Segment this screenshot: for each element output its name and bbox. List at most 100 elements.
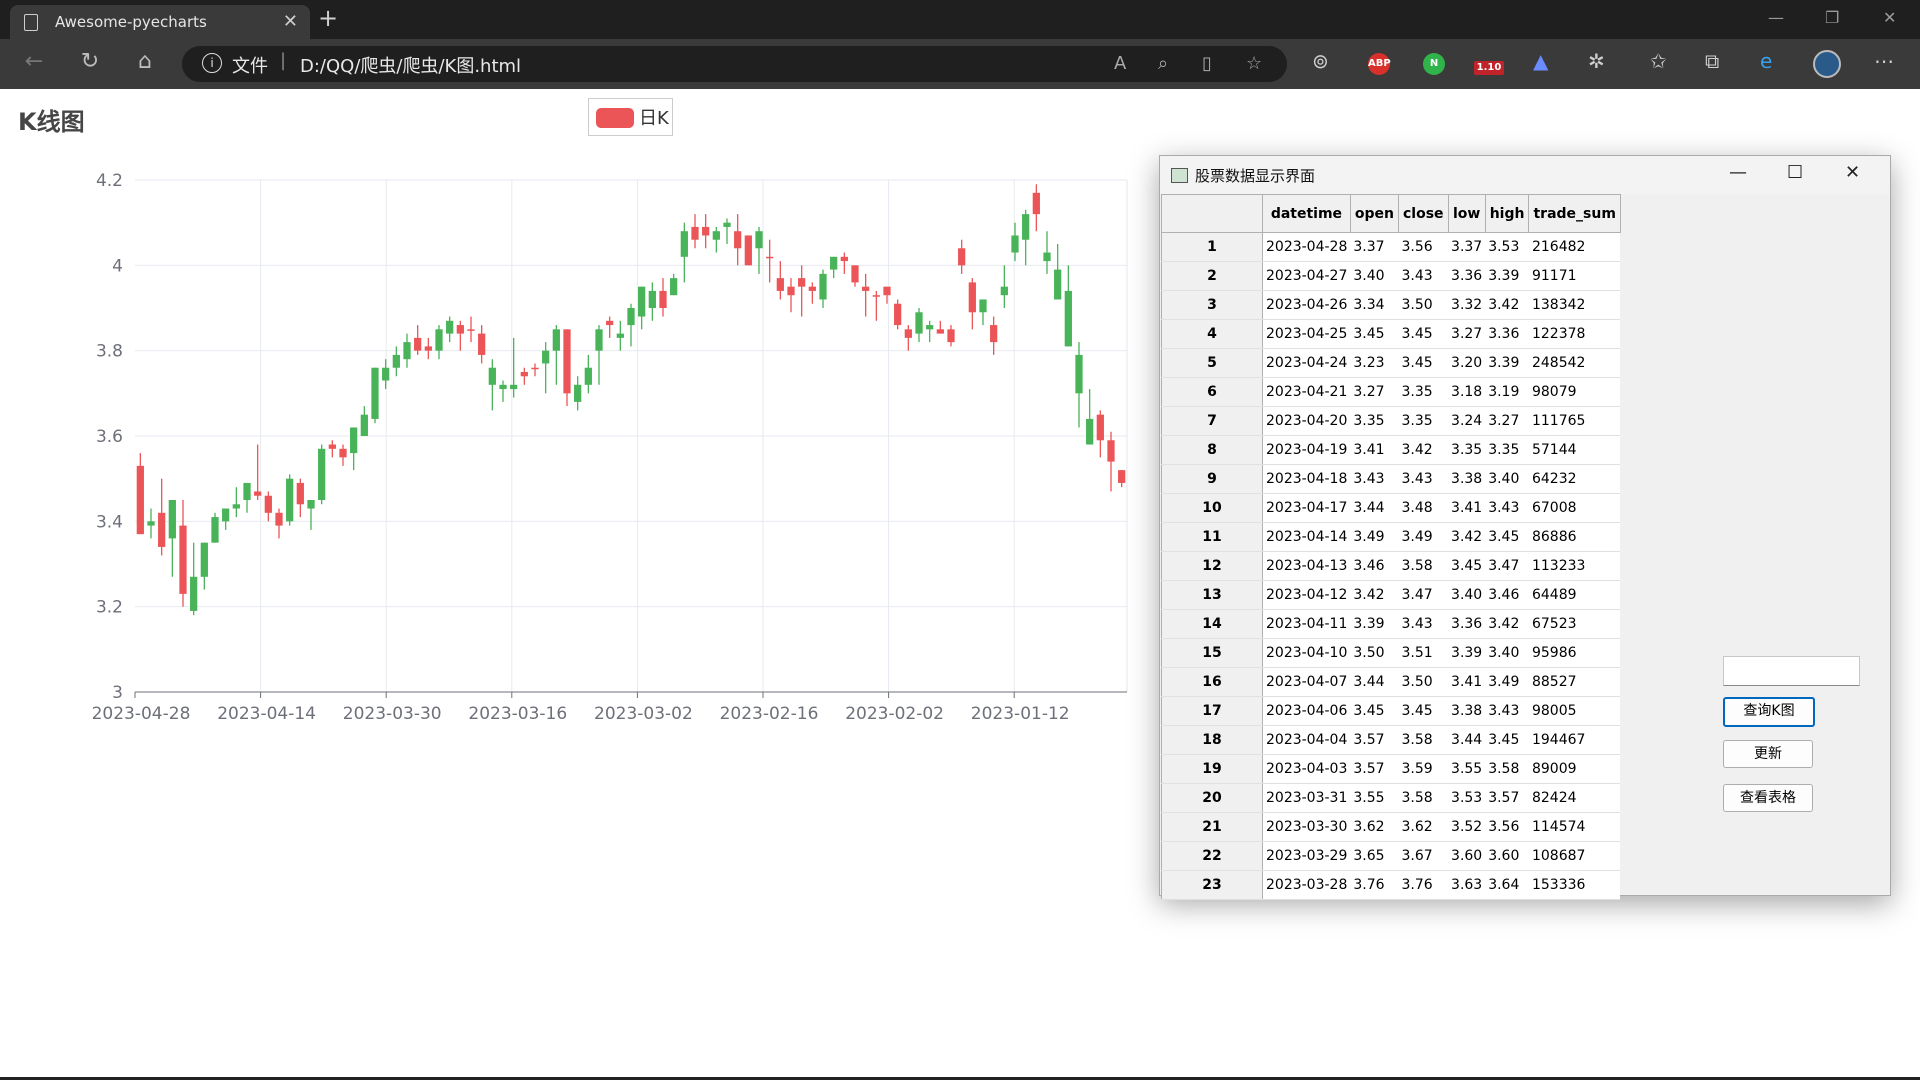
table-cell[interactable]: 3.58 <box>1398 725 1449 755</box>
zoom-icon[interactable]: ⌕ <box>1158 53 1169 74</box>
profile-avatar[interactable] <box>1813 50 1841 78</box>
table-cell[interactable]: 3.38 <box>1448 464 1486 494</box>
table-row[interactable]: 6 2023-04-21 3.27 3.35 3.18 3.19 98079 <box>1161 377 1621 407</box>
table-cell[interactable]: 248542 <box>1528 348 1621 378</box>
table-row[interactable]: 14 2023-04-11 3.39 3.43 3.36 3.42 67523 <box>1161 609 1621 639</box>
table-cell[interactable]: 3.44 <box>1350 667 1399 697</box>
table-cell[interactable]: 194467 <box>1528 725 1621 755</box>
table-cell[interactable]: 2023-04-19 <box>1262 435 1351 465</box>
table-cell[interactable]: 3.42 <box>1448 522 1486 552</box>
table-cell[interactable]: 3.47 <box>1485 551 1529 581</box>
info-icon[interactable]: i <box>202 53 222 73</box>
table-cell[interactable]: 3.60 <box>1448 841 1486 871</box>
table-cell[interactable]: 122378 <box>1528 319 1621 349</box>
table-cell[interactable]: 108687 <box>1528 841 1621 871</box>
row-header[interactable]: 23 <box>1161 870 1263 900</box>
table-cell[interactable]: 3.35 <box>1398 406 1449 436</box>
table-cell[interactable]: 86886 <box>1528 522 1621 552</box>
table-cell[interactable]: 3.45 <box>1398 348 1449 378</box>
row-header[interactable]: 5 <box>1161 348 1263 378</box>
table-cell[interactable]: 3.35 <box>1398 377 1449 407</box>
table-cell[interactable]: 3.27 <box>1448 319 1486 349</box>
refresh-icon[interactable]: ↻ <box>80 49 100 74</box>
table-cell[interactable]: 3.42 <box>1350 580 1399 610</box>
table-cell[interactable]: 3.27 <box>1350 377 1399 407</box>
table-row[interactable]: 15 2023-04-10 3.50 3.51 3.39 3.40 95986 <box>1161 638 1621 668</box>
table-cell[interactable]: 3.55 <box>1350 783 1399 813</box>
extension-ghost-icon[interactable]: ⊚ <box>1312 49 1329 73</box>
back-icon[interactable]: ← <box>24 49 44 74</box>
table-cell[interactable]: 91171 <box>1528 261 1621 291</box>
row-header[interactable]: 8 <box>1161 435 1263 465</box>
row-header[interactable]: 22 <box>1161 841 1263 871</box>
table-cell[interactable]: 2023-04-21 <box>1262 377 1351 407</box>
qt-maximize-icon[interactable]: ☐ <box>1787 162 1804 183</box>
table-cell[interactable]: 2023-04-14 <box>1262 522 1351 552</box>
table-cell[interactable]: 3.44 <box>1350 493 1399 523</box>
table-cell[interactable]: 3.55 <box>1448 754 1486 784</box>
table-cell[interactable]: 3.62 <box>1350 812 1399 842</box>
table-cell[interactable]: 3.37 <box>1350 232 1399 262</box>
window-restore-icon[interactable]: ❐ <box>1825 8 1840 27</box>
table-cell[interactable]: 3.36 <box>1485 319 1529 349</box>
new-tab-icon[interactable]: + <box>318 4 339 32</box>
row-header[interactable]: 16 <box>1161 667 1263 697</box>
table-cell[interactable]: 3.19 <box>1485 377 1529 407</box>
column-header[interactable]: low <box>1447 194 1486 233</box>
table-cell[interactable]: 3.49 <box>1350 522 1399 552</box>
table-cell[interactable]: 88527 <box>1528 667 1621 697</box>
window-close-icon[interactable]: ✕ <box>1883 8 1897 27</box>
table-row[interactable]: 21 2023-03-30 3.62 3.62 3.52 3.56 114574 <box>1161 812 1621 842</box>
tab-close-icon[interactable]: ✕ <box>282 11 298 32</box>
table-cell[interactable]: 3.34 <box>1350 290 1399 320</box>
table-cell[interactable]: 111765 <box>1528 406 1621 436</box>
table-cell[interactable]: 3.58 <box>1398 783 1449 813</box>
table-cell[interactable]: 3.45 <box>1350 696 1399 726</box>
table-cell[interactable]: 3.53 <box>1448 783 1486 813</box>
table-cell[interactable]: 2023-04-24 <box>1262 348 1351 378</box>
table-cell[interactable]: 3.39 <box>1350 609 1399 639</box>
table-cell[interactable]: 95986 <box>1528 638 1621 668</box>
table-cell[interactable]: 114574 <box>1528 812 1621 842</box>
table-cell[interactable]: 113233 <box>1528 551 1621 581</box>
table-cell[interactable]: 3.50 <box>1398 290 1449 320</box>
table-row[interactable]: 7 2023-04-20 3.35 3.35 3.24 3.27 111765 <box>1161 406 1621 436</box>
table-cell[interactable]: 98005 <box>1528 696 1621 726</box>
table-cell[interactable]: 3.62 <box>1398 812 1449 842</box>
table-row[interactable]: 16 2023-04-07 3.44 3.50 3.41 3.49 88527 <box>1161 667 1621 697</box>
table-cell[interactable]: 138342 <box>1528 290 1621 320</box>
table-row[interactable]: 5 2023-04-24 3.23 3.45 3.20 3.39 248542 <box>1161 348 1621 378</box>
edge-icon[interactable]: e <box>1760 49 1773 73</box>
table-cell[interactable]: 3.46 <box>1350 551 1399 581</box>
row-header[interactable]: 15 <box>1161 638 1263 668</box>
table-cell[interactable]: 57144 <box>1528 435 1621 465</box>
table-cell[interactable]: 2023-03-28 <box>1262 870 1351 900</box>
stock-table[interactable]: datetime open close low high trade_sum 1 2023-… <box>1161 194 1621 900</box>
row-header[interactable]: 3 <box>1161 290 1263 320</box>
chart-legend[interactable]: 日K <box>588 98 673 136</box>
table-row[interactable]: 11 2023-04-14 3.49 3.49 3.42 3.45 86886 <box>1161 522 1621 552</box>
table-cell[interactable]: 3.23 <box>1350 348 1399 378</box>
table-row[interactable]: 4 2023-04-25 3.45 3.45 3.27 3.36 122378 <box>1161 319 1621 349</box>
collections-icon[interactable]: ⧉ <box>1705 49 1720 73</box>
table-row[interactable]: 3 2023-04-26 3.34 3.50 3.32 3.42 138342 <box>1161 290 1621 320</box>
table-row[interactable]: 9 2023-04-18 3.43 3.43 3.38 3.40 64232 <box>1161 464 1621 494</box>
table-cell[interactable]: 2023-04-25 <box>1262 319 1351 349</box>
table-cell[interactable]: 82424 <box>1528 783 1621 813</box>
table-cell[interactable]: 216482 <box>1528 232 1621 262</box>
split-screen-icon[interactable]: ▯ <box>1202 53 1212 74</box>
table-row[interactable]: 17 2023-04-06 3.45 3.45 3.38 3.43 98005 <box>1161 696 1621 726</box>
table-cell[interactable]: 89009 <box>1528 754 1621 784</box>
table-row[interactable]: 20 2023-03-31 3.55 3.58 3.53 3.57 82424 <box>1161 783 1621 813</box>
url-text[interactable]: D:/QQ/爬虫/爬虫/K图.html <box>300 56 522 77</box>
table-cell[interactable]: 3.37 <box>1448 232 1486 262</box>
table-row[interactable]: 23 2023-03-28 3.76 3.76 3.63 3.64 153336 <box>1161 870 1621 900</box>
table-row[interactable]: 12 2023-04-13 3.46 3.58 3.45 3.47 113233 <box>1161 551 1621 581</box>
table-cell[interactable]: 3.50 <box>1398 667 1449 697</box>
table-cell[interactable]: 3.56 <box>1398 232 1449 262</box>
table-cell[interactable]: 3.35 <box>1350 406 1399 436</box>
table-cell[interactable]: 2023-04-17 <box>1262 493 1351 523</box>
table-cell[interactable]: 2023-04-04 <box>1262 725 1351 755</box>
stock-code-input[interactable] <box>1723 656 1860 686</box>
table-cell[interactable]: 3.51 <box>1398 638 1449 668</box>
